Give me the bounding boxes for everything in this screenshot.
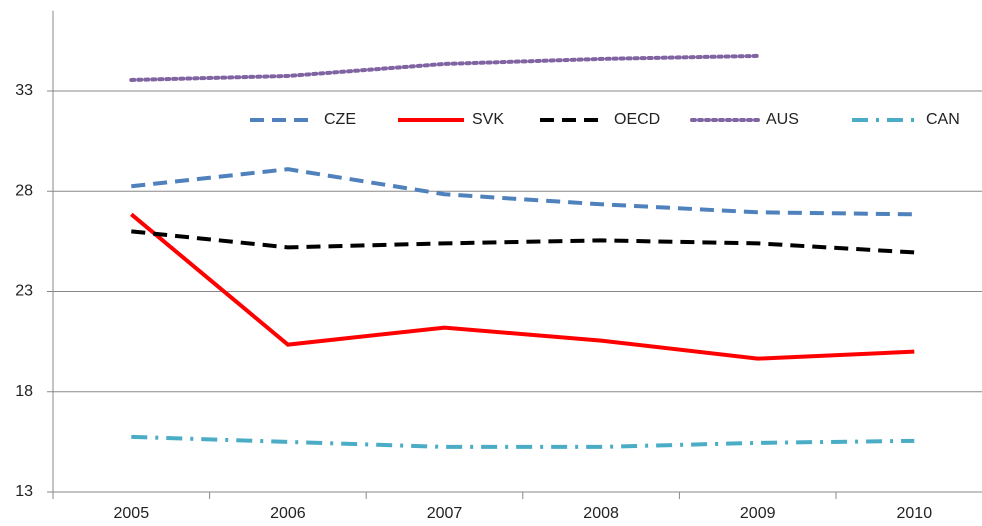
y-tick-label: 28 [15, 182, 33, 199]
y-tick-label: 33 [15, 82, 33, 99]
x-tick-label: 2007 [427, 505, 463, 522]
series-line [131, 167, 915, 217]
series-line [130, 212, 915, 361]
x-tick-label: 2008 [583, 505, 619, 522]
series-line [129, 53, 760, 82]
y-tick-label: 18 [15, 383, 33, 400]
x-tick-label: 2005 [114, 505, 150, 522]
legend-label: OECD [614, 111, 660, 128]
legend-label: CZE [324, 111, 356, 128]
series-line [131, 434, 915, 449]
legend-label: AUS [766, 111, 799, 128]
legend-label: CAN [926, 111, 960, 128]
series-line [131, 229, 915, 255]
y-tick-label: 13 [15, 483, 33, 500]
x-tick-label: 2006 [270, 505, 306, 522]
x-tick-label: 2010 [897, 505, 933, 522]
y-tick-label: 23 [15, 283, 33, 300]
x-tick-label: 2009 [740, 505, 776, 522]
legend-label: SVK [472, 111, 504, 128]
